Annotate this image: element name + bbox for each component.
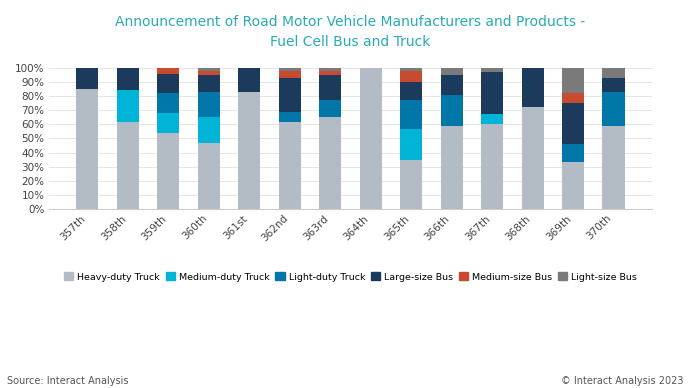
Bar bbox=[440, 126, 463, 209]
Bar bbox=[400, 128, 422, 160]
Bar bbox=[76, 68, 99, 89]
Legend: Heavy-duty Truck, Medium-duty Truck, Light-duty Truck, Large-size Bus, Medium-si: Heavy-duty Truck, Medium-duty Truck, Lig… bbox=[60, 268, 640, 286]
Bar bbox=[197, 75, 220, 92]
Bar bbox=[602, 78, 624, 92]
Bar bbox=[197, 117, 220, 143]
Title: Announcement of Road Motor Vehicle Manufacturers and Products -
Fuel Cell Bus an: Announcement of Road Motor Vehicle Manuf… bbox=[115, 15, 586, 48]
Bar bbox=[440, 68, 463, 75]
Bar bbox=[197, 71, 220, 75]
Bar bbox=[117, 90, 139, 121]
Bar bbox=[562, 103, 584, 144]
Bar bbox=[279, 68, 301, 71]
Bar bbox=[157, 133, 179, 209]
Bar bbox=[197, 92, 220, 117]
Bar bbox=[279, 78, 301, 112]
Bar bbox=[319, 117, 342, 209]
Bar bbox=[197, 143, 220, 209]
Bar bbox=[157, 74, 179, 94]
Bar bbox=[481, 68, 503, 72]
Text: Source: Interact Analysis: Source: Interact Analysis bbox=[7, 376, 128, 386]
Bar bbox=[197, 68, 220, 71]
Bar bbox=[76, 89, 99, 209]
Bar bbox=[117, 121, 139, 209]
Bar bbox=[117, 68, 139, 90]
Bar bbox=[400, 100, 422, 128]
Bar bbox=[522, 68, 544, 107]
Bar bbox=[319, 71, 342, 75]
Bar bbox=[562, 144, 584, 163]
Bar bbox=[481, 114, 503, 125]
Bar bbox=[319, 75, 342, 100]
Bar bbox=[157, 113, 179, 133]
Bar bbox=[481, 72, 503, 114]
Bar bbox=[562, 68, 584, 94]
Bar bbox=[481, 125, 503, 209]
Bar bbox=[562, 163, 584, 209]
Bar bbox=[400, 68, 422, 71]
Bar bbox=[400, 82, 422, 100]
Bar bbox=[400, 71, 422, 82]
Bar bbox=[440, 95, 463, 126]
Bar bbox=[359, 68, 382, 209]
Bar bbox=[238, 92, 260, 209]
Bar bbox=[400, 160, 422, 209]
Bar bbox=[522, 107, 544, 209]
Bar bbox=[319, 100, 342, 117]
Bar bbox=[602, 68, 624, 78]
Bar bbox=[157, 68, 179, 74]
Bar bbox=[319, 68, 342, 71]
Bar bbox=[279, 112, 301, 121]
Bar bbox=[279, 121, 301, 209]
Bar bbox=[440, 75, 463, 95]
Bar bbox=[562, 94, 584, 103]
Bar bbox=[602, 92, 624, 126]
Bar bbox=[279, 71, 301, 78]
Bar bbox=[238, 68, 260, 92]
Bar bbox=[602, 126, 624, 209]
Bar bbox=[157, 94, 179, 113]
Text: © Interact Analysis 2023: © Interact Analysis 2023 bbox=[560, 376, 683, 386]
